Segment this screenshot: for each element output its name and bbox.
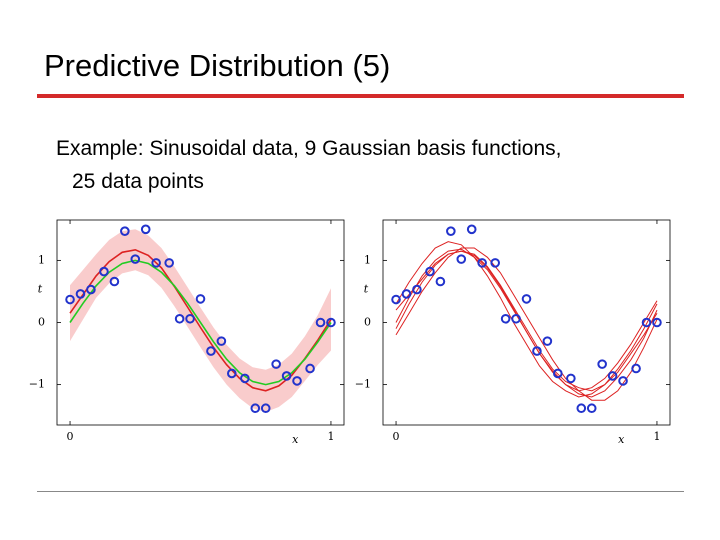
- curve: [395, 241, 658, 398]
- data-point: [607, 371, 618, 381]
- data-point: [576, 403, 587, 414]
- plot-frame: [382, 219, 671, 426]
- data-point: [597, 359, 607, 369]
- x-tick-label: 1: [327, 430, 334, 443]
- data-point: [521, 294, 532, 304]
- body-text: 25 data points: [72, 170, 204, 193]
- data-point: [435, 276, 446, 287]
- y-tick-label: −1: [355, 378, 371, 391]
- data-point: [75, 289, 86, 299]
- data-point: [586, 403, 597, 414]
- y-axis-label: t: [364, 283, 369, 296]
- data-point: [618, 376, 628, 386]
- x-axis-label: x: [618, 433, 625, 446]
- x-tick-label: 0: [393, 430, 400, 443]
- x-tick-label: 0: [67, 430, 74, 443]
- data-point: [292, 376, 302, 386]
- data-point: [195, 294, 206, 304]
- data-point: [446, 226, 456, 236]
- body-text: Example: Sinusoidal data, 9 Gaussian bas…: [56, 137, 562, 160]
- footer-rule: [37, 491, 684, 492]
- data-point: [240, 373, 250, 384]
- data-point: [109, 276, 120, 287]
- data-point: [140, 224, 151, 235]
- data-point: [216, 336, 227, 346]
- y-tick-label: 1: [38, 253, 45, 266]
- curve: [395, 250, 658, 398]
- data-point: [456, 254, 467, 264]
- data-point: [652, 317, 662, 328]
- data-point: [315, 317, 326, 328]
- data-point: [281, 371, 292, 381]
- slide-title: Predictive Distribution (5): [44, 48, 391, 83]
- data-point: [412, 284, 422, 295]
- data-point: [260, 403, 271, 414]
- x-axis-label: x: [292, 433, 299, 446]
- data-point: [164, 258, 174, 268]
- data-point: [174, 313, 185, 324]
- curve: [69, 259, 332, 386]
- data-point: [490, 258, 500, 268]
- data-point: [120, 226, 130, 236]
- data-point: [641, 317, 652, 328]
- data-point: [151, 258, 161, 268]
- data-point: [532, 346, 542, 356]
- y-tick-label: −1: [29, 378, 45, 391]
- curve: [395, 250, 658, 392]
- data-point: [466, 224, 477, 235]
- data-point: [305, 363, 315, 374]
- data-point: [65, 294, 75, 305]
- data-point: [185, 313, 195, 324]
- data-point: [86, 284, 96, 295]
- data-point: [326, 317, 336, 328]
- data-point: [206, 346, 216, 356]
- data-point: [425, 266, 435, 277]
- data-point: [271, 359, 281, 369]
- data-point: [250, 403, 261, 414]
- data-point: [391, 294, 401, 305]
- data-point: [477, 258, 487, 268]
- uncertainty-band: [70, 229, 331, 412]
- data-point: [542, 336, 553, 346]
- data-point: [401, 289, 412, 299]
- title-rule: [37, 94, 684, 98]
- data-point: [553, 368, 563, 379]
- data-point: [566, 373, 576, 384]
- data-point: [227, 368, 237, 379]
- y-axis-label: t: [38, 283, 43, 296]
- data-point: [500, 313, 511, 324]
- y-tick-label: 0: [364, 316, 371, 329]
- data-point: [631, 363, 641, 374]
- data-point: [511, 313, 521, 324]
- x-tick-label: 1: [653, 430, 660, 443]
- data-point: [99, 266, 109, 277]
- data-point: [130, 254, 141, 264]
- y-tick-label: 1: [364, 253, 371, 266]
- curve: [395, 247, 658, 401]
- y-tick-label: 0: [38, 316, 45, 329]
